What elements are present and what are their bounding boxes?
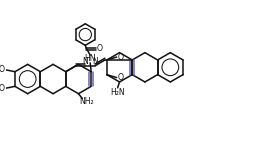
- Text: O: O: [97, 44, 103, 53]
- Text: HN: HN: [84, 54, 96, 63]
- Text: NH₂: NH₂: [79, 97, 94, 106]
- Text: H₂N: H₂N: [110, 88, 125, 97]
- Text: N: N: [83, 57, 88, 66]
- Text: O: O: [118, 73, 124, 82]
- Text: N: N: [92, 57, 98, 66]
- Text: O: O: [0, 84, 4, 93]
- Text: O: O: [118, 52, 124, 62]
- Text: O: O: [0, 65, 4, 74]
